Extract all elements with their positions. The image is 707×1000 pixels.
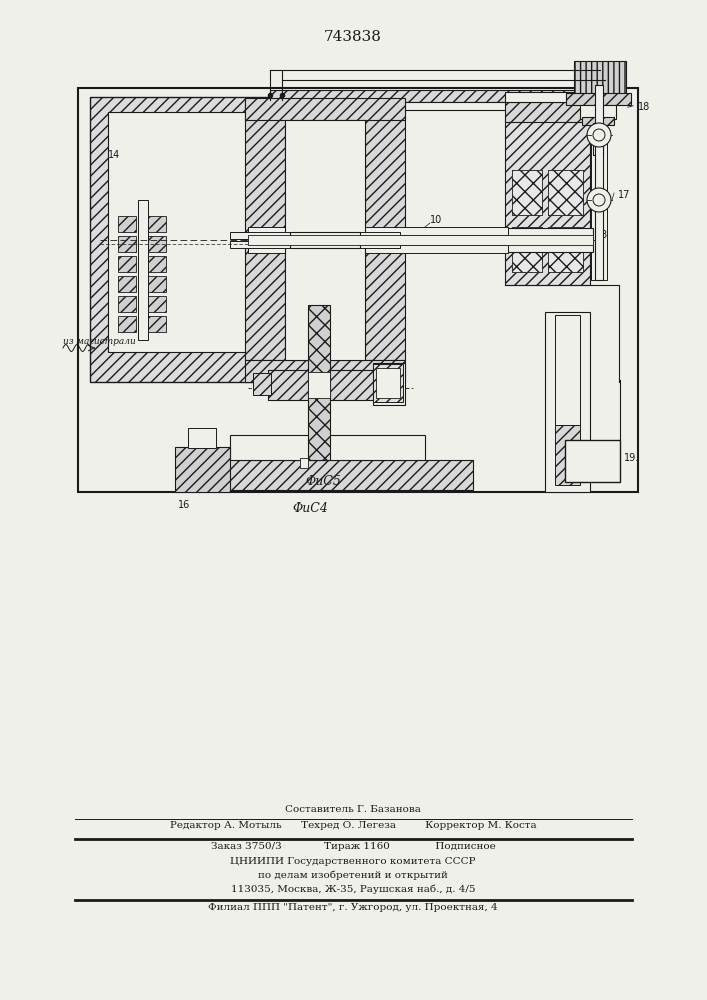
Bar bbox=[593, 123, 603, 155]
Bar bbox=[308, 372, 330, 398]
Bar bbox=[188, 460, 473, 490]
Bar bbox=[148, 236, 166, 252]
Text: 743838: 743838 bbox=[324, 30, 382, 44]
Bar bbox=[505, 92, 590, 102]
Bar bbox=[574, 61, 626, 96]
Circle shape bbox=[593, 129, 605, 141]
Bar bbox=[376, 368, 400, 398]
Bar bbox=[248, 228, 593, 252]
Circle shape bbox=[593, 194, 605, 206]
Bar bbox=[548, 227, 583, 272]
Bar bbox=[175, 447, 230, 492]
Bar bbox=[148, 316, 166, 332]
Bar bbox=[230, 435, 425, 460]
Bar bbox=[582, 117, 614, 125]
Bar bbox=[118, 216, 136, 232]
Bar bbox=[373, 363, 405, 405]
Text: 8: 8 bbox=[378, 332, 385, 342]
Bar bbox=[245, 360, 405, 382]
Text: 14: 14 bbox=[108, 150, 120, 160]
Bar bbox=[290, 232, 360, 248]
Text: 13: 13 bbox=[596, 230, 608, 240]
Bar bbox=[138, 200, 148, 340]
Bar bbox=[512, 170, 542, 215]
Bar bbox=[118, 316, 136, 332]
Text: ЦНИИПИ Государственного комитета СССР: ЦНИИПИ Государственного комитета СССР bbox=[230, 857, 476, 866]
Bar bbox=[548, 170, 583, 215]
Text: 16: 16 bbox=[178, 500, 190, 510]
Bar bbox=[118, 296, 136, 312]
Bar bbox=[118, 236, 136, 252]
Text: 17: 17 bbox=[618, 190, 631, 200]
Bar bbox=[268, 370, 378, 400]
Bar bbox=[365, 100, 405, 360]
Bar bbox=[373, 364, 403, 402]
Circle shape bbox=[587, 123, 611, 147]
Bar bbox=[148, 296, 166, 312]
Bar bbox=[595, 85, 603, 280]
Text: 9: 9 bbox=[343, 312, 349, 322]
Bar bbox=[248, 227, 508, 235]
Bar bbox=[505, 120, 590, 285]
Text: ΦиС5: ΦиС5 bbox=[305, 475, 341, 488]
Bar bbox=[591, 85, 607, 280]
Bar bbox=[555, 315, 580, 425]
Bar bbox=[230, 241, 400, 248]
Bar bbox=[512, 227, 542, 272]
Bar bbox=[148, 216, 166, 232]
Bar bbox=[548, 227, 583, 272]
Bar bbox=[270, 102, 605, 110]
Bar bbox=[245, 98, 405, 120]
Bar bbox=[230, 232, 400, 239]
Bar bbox=[118, 276, 136, 292]
Text: 12: 12 bbox=[328, 288, 341, 298]
Bar bbox=[548, 170, 583, 215]
Bar bbox=[285, 120, 365, 360]
Text: 10: 10 bbox=[303, 288, 317, 298]
Bar bbox=[118, 256, 136, 272]
Bar bbox=[188, 428, 216, 448]
Bar bbox=[308, 305, 330, 385]
Bar bbox=[78, 88, 638, 492]
Bar bbox=[245, 100, 285, 360]
Text: 113035, Москва, Ж-35, Раушская наб., д. 4/5: 113035, Москва, Ж-35, Раушская наб., д. … bbox=[230, 885, 475, 894]
Bar bbox=[300, 458, 308, 468]
Text: 10: 10 bbox=[430, 215, 443, 225]
Text: 19.: 19. bbox=[624, 453, 639, 463]
Text: РВ: РВ bbox=[583, 454, 602, 468]
Bar bbox=[512, 170, 542, 215]
Bar bbox=[565, 440, 620, 482]
Text: 15: 15 bbox=[330, 392, 342, 402]
Circle shape bbox=[587, 188, 611, 212]
Text: Филиал ППП "Патент", г. Ужгород, ул. Проектная, 4: Филиал ППП "Патент", г. Ужгород, ул. Про… bbox=[208, 903, 498, 912]
Bar bbox=[248, 245, 508, 253]
Bar bbox=[505, 102, 590, 122]
Bar bbox=[253, 373, 271, 395]
Text: 11: 11 bbox=[264, 310, 276, 320]
Text: Редактор А. Мотыль      Техред О. Легеза         Корректор М. Коста: Редактор А. Мотыль Техред О. Легеза Корр… bbox=[170, 821, 537, 830]
Bar bbox=[555, 425, 580, 485]
Text: Заказ 3750/3             Тираж 1160              Подписное: Заказ 3750/3 Тираж 1160 Подписное bbox=[211, 842, 496, 851]
Bar bbox=[580, 105, 616, 119]
Bar bbox=[90, 97, 390, 382]
Text: 2: 2 bbox=[270, 150, 276, 160]
Bar bbox=[108, 112, 363, 352]
Bar bbox=[512, 227, 542, 272]
Text: ΦиС4: ΦиС4 bbox=[292, 502, 328, 515]
Text: Составитель Г. Базанова: Составитель Г. Базанова bbox=[285, 805, 421, 814]
Bar bbox=[566, 93, 631, 105]
Text: из магистрали: из магистрали bbox=[63, 338, 136, 347]
Bar bbox=[148, 276, 166, 292]
Text: по делам изобретений и открытий: по делам изобретений и открытий bbox=[258, 871, 448, 880]
Text: 18: 18 bbox=[638, 102, 650, 112]
Bar bbox=[545, 312, 590, 492]
Bar bbox=[148, 256, 166, 272]
Bar bbox=[270, 90, 605, 102]
Bar bbox=[248, 235, 593, 245]
Bar bbox=[308, 385, 330, 460]
